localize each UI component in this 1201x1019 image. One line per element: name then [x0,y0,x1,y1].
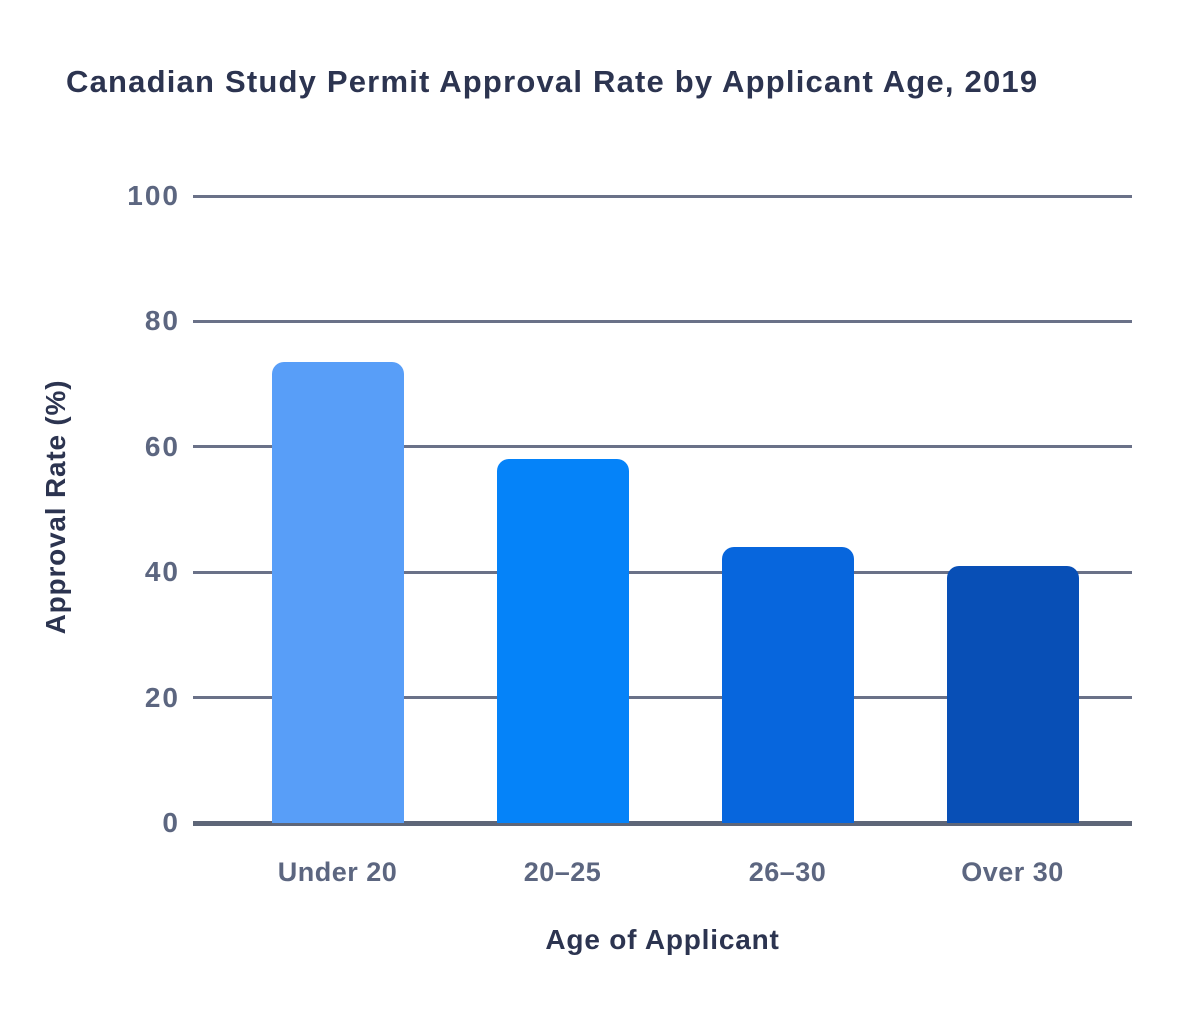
bar-slot-under-20 [225,196,450,823]
x-tick-label-under-20: Under 20 [277,857,398,887]
x-tick-label-20-25: 20–25 [523,857,602,887]
y-tick-label-20: 20 [144,681,180,713]
y-tick-label-80: 80 [144,305,180,337]
gridline-40 [193,570,1132,574]
gridline-20 [193,696,1132,700]
bar-over-30 [946,565,1079,823]
bar-26-30 [721,547,854,823]
x-axis-tick-labels: Under 20 20–25 26–30 Over 30 [225,857,1125,888]
gridline-60 [193,445,1132,449]
bar-under-20 [271,362,404,823]
x-tick-label-over-30: Over 30 [961,857,1064,887]
bar-slot-26-30 [675,196,900,823]
gridline-100 [193,194,1132,198]
x-tick-label-26-30: 26–30 [748,857,827,887]
bar-slot-20-25 [450,196,675,823]
y-tick-label-100: 100 [127,180,180,211]
y-tick-label-60: 60 [144,430,180,462]
bar-20-25 [496,459,629,823]
x-axis-title: Age of Applicant [545,924,780,955]
bars-layer [225,196,1125,823]
bar-slot-over-30 [900,196,1125,823]
y-axis-tick-labels: 0 20 40 60 80 100 [60,181,180,838]
gridline-80 [193,319,1132,323]
y-tick-label-0: 0 [162,807,180,838]
x-axis-line [193,820,1132,826]
y-tick-label-40: 40 [144,556,180,588]
plot-area [193,194,1132,826]
chart-title: Canadian Study Permit Approval Rate by A… [66,64,1039,99]
